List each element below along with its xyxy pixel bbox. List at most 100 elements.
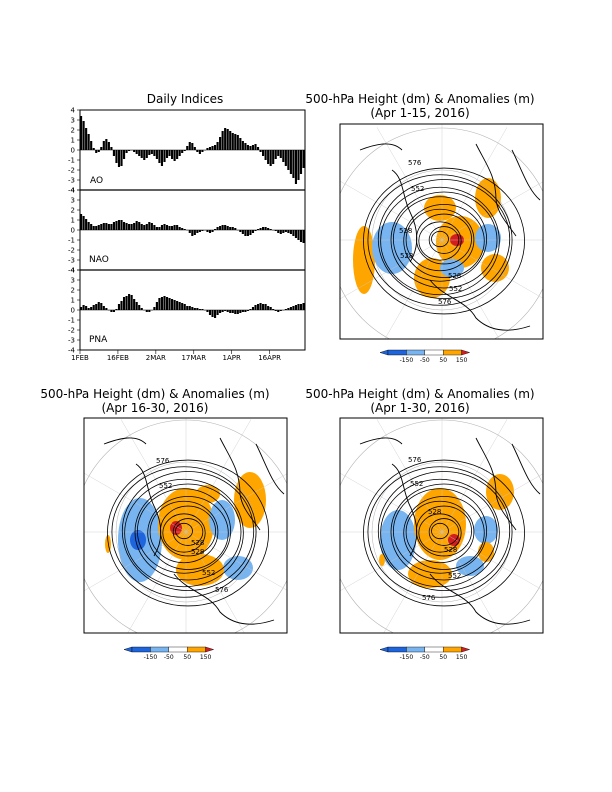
- pna-bars: [80, 294, 305, 318]
- map2-title-line2: (Apr 16-30, 2016): [101, 401, 209, 415]
- pna-bar: [229, 310, 232, 313]
- nao-bar: [274, 230, 277, 231]
- meridian-line: [441, 127, 508, 241]
- ao-bar: [115, 150, 118, 163]
- meridian-line: [441, 181, 543, 241]
- ao-bar: [153, 150, 156, 156]
- nao-bar: [100, 224, 103, 230]
- pna-bar: [130, 295, 133, 310]
- nao-bar: [231, 227, 234, 230]
- ao-bar: [299, 150, 303, 174]
- ao-bar: [168, 150, 171, 156]
- nao-bar: [183, 229, 186, 230]
- nao-bar: [211, 230, 214, 232]
- height-contour: [405, 500, 475, 564]
- pna-bar: [115, 309, 118, 310]
- map1-title: 500-hPa Height (dm) & Anomalies (m) (Apr…: [300, 92, 540, 120]
- ao-bar: [155, 150, 158, 159]
- pna-bar: [128, 294, 131, 310]
- ao-bar: [282, 150, 285, 162]
- pna-bar: [145, 310, 148, 312]
- ao-bar: [198, 150, 201, 154]
- pna-bar: [219, 310, 222, 313]
- map1-title-line2: (Apr 1-15, 2016): [370, 106, 470, 120]
- map1-contour-label: 528: [399, 227, 412, 235]
- nao-bar: [85, 219, 88, 230]
- ao-bar: [188, 142, 191, 150]
- nao-bar: [191, 230, 194, 236]
- height-contour: [124, 478, 244, 588]
- height-contour: [403, 496, 485, 570]
- pna-bar: [246, 310, 249, 311]
- pna-bar: [97, 302, 100, 310]
- nao-bar: [92, 226, 95, 230]
- nao-y-tick-label: 1: [71, 217, 75, 225]
- nao-bar: [112, 222, 115, 230]
- pna-bar: [279, 310, 282, 311]
- pna-bar: [140, 308, 143, 310]
- pna-bar: [165, 297, 169, 310]
- nao-bar: [128, 224, 131, 230]
- ao-bar: [206, 148, 209, 150]
- nao-bar: [244, 230, 247, 236]
- ao-y-tick-label: -3: [68, 177, 75, 185]
- ao-y-tick-label: 0: [71, 147, 75, 155]
- pna-bar: [105, 308, 108, 310]
- nao-bar: [201, 230, 204, 231]
- pna-bar: [299, 304, 303, 310]
- meridian-line: [441, 419, 508, 533]
- nao-bar: [155, 227, 158, 230]
- pna-bar: [213, 310, 217, 318]
- ao-bar: [191, 143, 194, 150]
- ao-bar: [256, 147, 260, 150]
- ao-bar: [102, 141, 105, 150]
- map3-title-line2: (Apr 1-30, 2016): [370, 401, 470, 415]
- ao-bar: [160, 150, 164, 166]
- meridian-line: [376, 127, 443, 241]
- nao-bar: [294, 230, 298, 238]
- colorbar-arrow-low: [379, 646, 389, 653]
- pna-bar: [191, 307, 194, 310]
- colorbar-label: 50: [183, 654, 191, 661]
- pna-bar: [201, 309, 204, 310]
- nao-bar: [133, 223, 136, 230]
- indices-x-tick-label: 17MAR: [181, 354, 206, 362]
- colorbar-segment: [424, 349, 444, 356]
- nao-bar: [264, 227, 267, 230]
- nao-bar: [256, 229, 260, 230]
- nao-bar: [246, 230, 249, 236]
- pna-y-tick-label: -3: [68, 337, 75, 345]
- nao-bar: [102, 223, 105, 230]
- ao-bar: [95, 150, 98, 153]
- height-contour: [428, 226, 460, 254]
- pna-bar: [87, 308, 90, 310]
- map3-contour-label: 576: [408, 456, 422, 464]
- height-contour: [405, 208, 475, 272]
- pna-bar: [186, 306, 189, 310]
- ao-bar: [221, 131, 224, 150]
- height-contour: [367, 174, 513, 306]
- nao-bar: [115, 221, 118, 230]
- ao-bar: [302, 150, 305, 168]
- ao-bar: [277, 150, 280, 156]
- pna-bar: [153, 307, 156, 310]
- ao-y-tick-label: -1: [68, 157, 75, 165]
- pna-bar: [239, 310, 242, 313]
- ao-bar: [135, 150, 138, 154]
- meridian-line: [185, 419, 252, 533]
- map1-negative-anomaly: [440, 259, 464, 277]
- colorbar-segment: [424, 646, 444, 653]
- map3-contour-label: 576: [422, 594, 436, 602]
- ao-bar: [145, 150, 148, 158]
- map1-anomaly-fills: [353, 178, 509, 298]
- map1-height-contours: [340, 124, 543, 339]
- nao-bar: [299, 230, 303, 242]
- pna-y-tick-label: 4: [71, 267, 76, 275]
- pna-bar: [163, 296, 166, 310]
- pna-bar: [196, 308, 199, 310]
- map3-negative-anomaly: [474, 516, 498, 544]
- nao-bar: [234, 228, 237, 230]
- colorbar-arrow-high: [461, 349, 471, 356]
- pna-y-tick-label: 3: [71, 277, 75, 285]
